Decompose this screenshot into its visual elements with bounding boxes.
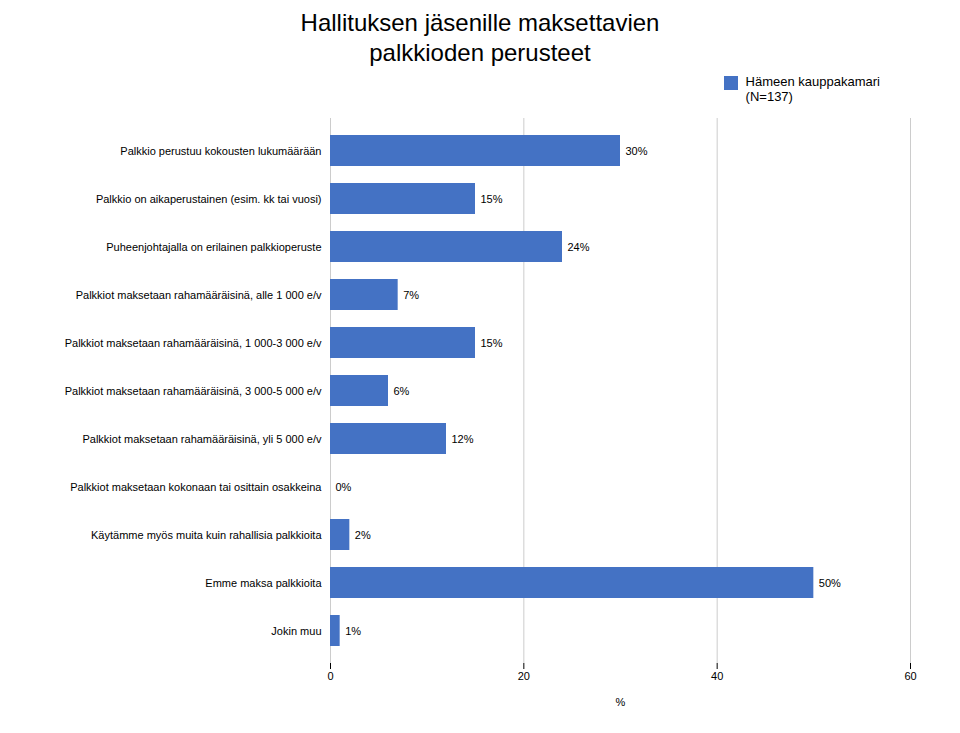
svg-text:12%: 12% bbox=[452, 433, 474, 445]
svg-text:1%: 1% bbox=[345, 625, 361, 637]
svg-text:50%: 50% bbox=[819, 577, 841, 589]
svg-text:Palkkio on aikaperustainen (es: Palkkio on aikaperustainen (esim. kk tai… bbox=[96, 193, 322, 205]
svg-text:Palkkio perustuu kokousten luk: Palkkio perustuu kokousten lukumäärään bbox=[120, 145, 321, 157]
html-text:Hallituksen jäsenille maksetta: Hallituksen jäsenille maksettavien bbox=[300, 9, 660, 36]
svg-text:7%: 7% bbox=[403, 289, 419, 301]
html-text:Hämeen kauppakamari: Hämeen kauppakamari bbox=[745, 74, 880, 89]
svg-text:15%: 15% bbox=[481, 193, 503, 205]
svg-text:30%: 30% bbox=[626, 145, 648, 157]
svg-text:15%: 15% bbox=[481, 337, 503, 349]
svg-text:6%: 6% bbox=[394, 385, 410, 397]
svg-text:24%: 24% bbox=[568, 241, 590, 253]
svg-text:2%: 2% bbox=[355, 529, 371, 541]
svg-text:0: 0 bbox=[327, 670, 333, 682]
svg-text:Jokin muu: Jokin muu bbox=[271, 625, 321, 637]
svg-text:Emme maksa palkkioita: Emme maksa palkkioita bbox=[205, 577, 322, 589]
html-text:(N=137): (N=137) bbox=[745, 89, 793, 104]
svg-text:Palkkiot maksetaan rahamääräis: Palkkiot maksetaan rahamääräisinä, alle … bbox=[76, 289, 322, 301]
svg-text:Puheenjohtajalla on erilainen: Puheenjohtajalla on erilainen palkkioper… bbox=[106, 241, 321, 253]
svg-text:20: 20 bbox=[518, 670, 530, 682]
svg-text:60: 60 bbox=[904, 670, 916, 682]
svg-text:Palkkiot maksetaan rahamääräis: Palkkiot maksetaan rahamääräisinä, yli 5… bbox=[82, 433, 322, 445]
svg-text:Käytämme myös muita kuin rahal: Käytämme myös muita kuin rahallisia palk… bbox=[91, 529, 322, 541]
svg-text:%: % bbox=[616, 696, 626, 708]
html-text:palkkioden perusteet: palkkioden perusteet bbox=[369, 39, 591, 66]
svg-text:0%: 0% bbox=[336, 481, 352, 493]
svg-text:Palkkiot maksetaan rahamääräis: Palkkiot maksetaan rahamääräisinä, 1 000… bbox=[65, 337, 322, 349]
svg-text:40: 40 bbox=[711, 670, 723, 682]
svg-text:Palkkiot maksetaan rahamääräis: Palkkiot maksetaan rahamääräisinä, 3 000… bbox=[65, 385, 322, 397]
svg-text:Palkkiot maksetaan kokonaan ta: Palkkiot maksetaan kokonaan tai osittain… bbox=[70, 481, 322, 493]
